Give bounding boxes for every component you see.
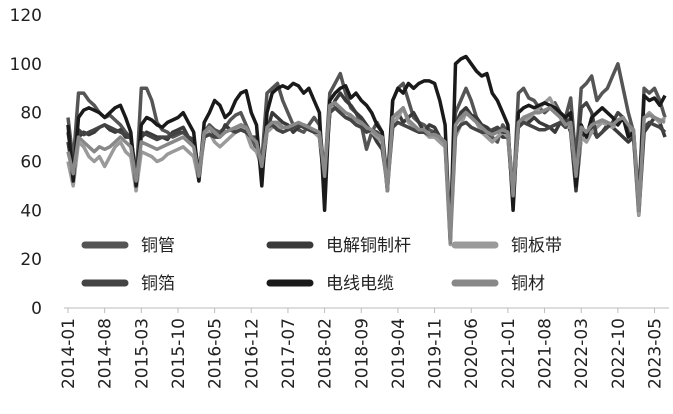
legend-label: 铜板带 [511, 236, 562, 256]
y-tick-label: 80 [20, 104, 42, 124]
y-tick-label: 120 [10, 6, 42, 26]
series-line [66, 101, 666, 244]
y-tick-label: 100 [10, 55, 42, 75]
x-tick-label: 2014-08 [96, 318, 116, 389]
x-tick-label: 2017-07 [279, 318, 299, 389]
x-tick-label: 2021-01 [499, 318, 519, 389]
x-tick-label: 2021-08 [536, 318, 556, 389]
x-tick-label: 2018-02 [316, 318, 336, 389]
y-tick-label: 20 [20, 250, 42, 270]
x-tick-label: 2014-01 [59, 318, 79, 389]
x-tick-label: 2022-10 [609, 318, 629, 389]
x-tick-label: 2015-03 [132, 318, 152, 389]
legend-label: 电解铜制杆 [326, 236, 411, 256]
x-tick-label: 2023-05 [646, 318, 666, 389]
series-line [66, 101, 667, 237]
x-tick-label: 2020-06 [462, 318, 482, 389]
y-tick-label: 0 [31, 299, 42, 319]
legend-label: 铜箔 [141, 274, 175, 294]
x-tick-label: 2016-12 [242, 318, 262, 389]
x-tick-label: 2018-09 [352, 318, 372, 389]
y-tick-label: 40 [20, 201, 42, 221]
x-tick-label: 2022-03 [572, 318, 592, 389]
x-tick-label: 2019-11 [426, 318, 446, 389]
legend-label: 铜管 [141, 236, 175, 256]
series-line [66, 54, 667, 244]
legend-label: 电线电缆 [326, 274, 394, 294]
y-tick-label: 60 [20, 153, 42, 173]
x-tick-label: 2019-04 [389, 318, 409, 389]
legend-label: 铜材 [511, 274, 545, 294]
x-tick-label: 2016-05 [206, 318, 226, 389]
x-tick-label: 2015-10 [169, 318, 189, 389]
